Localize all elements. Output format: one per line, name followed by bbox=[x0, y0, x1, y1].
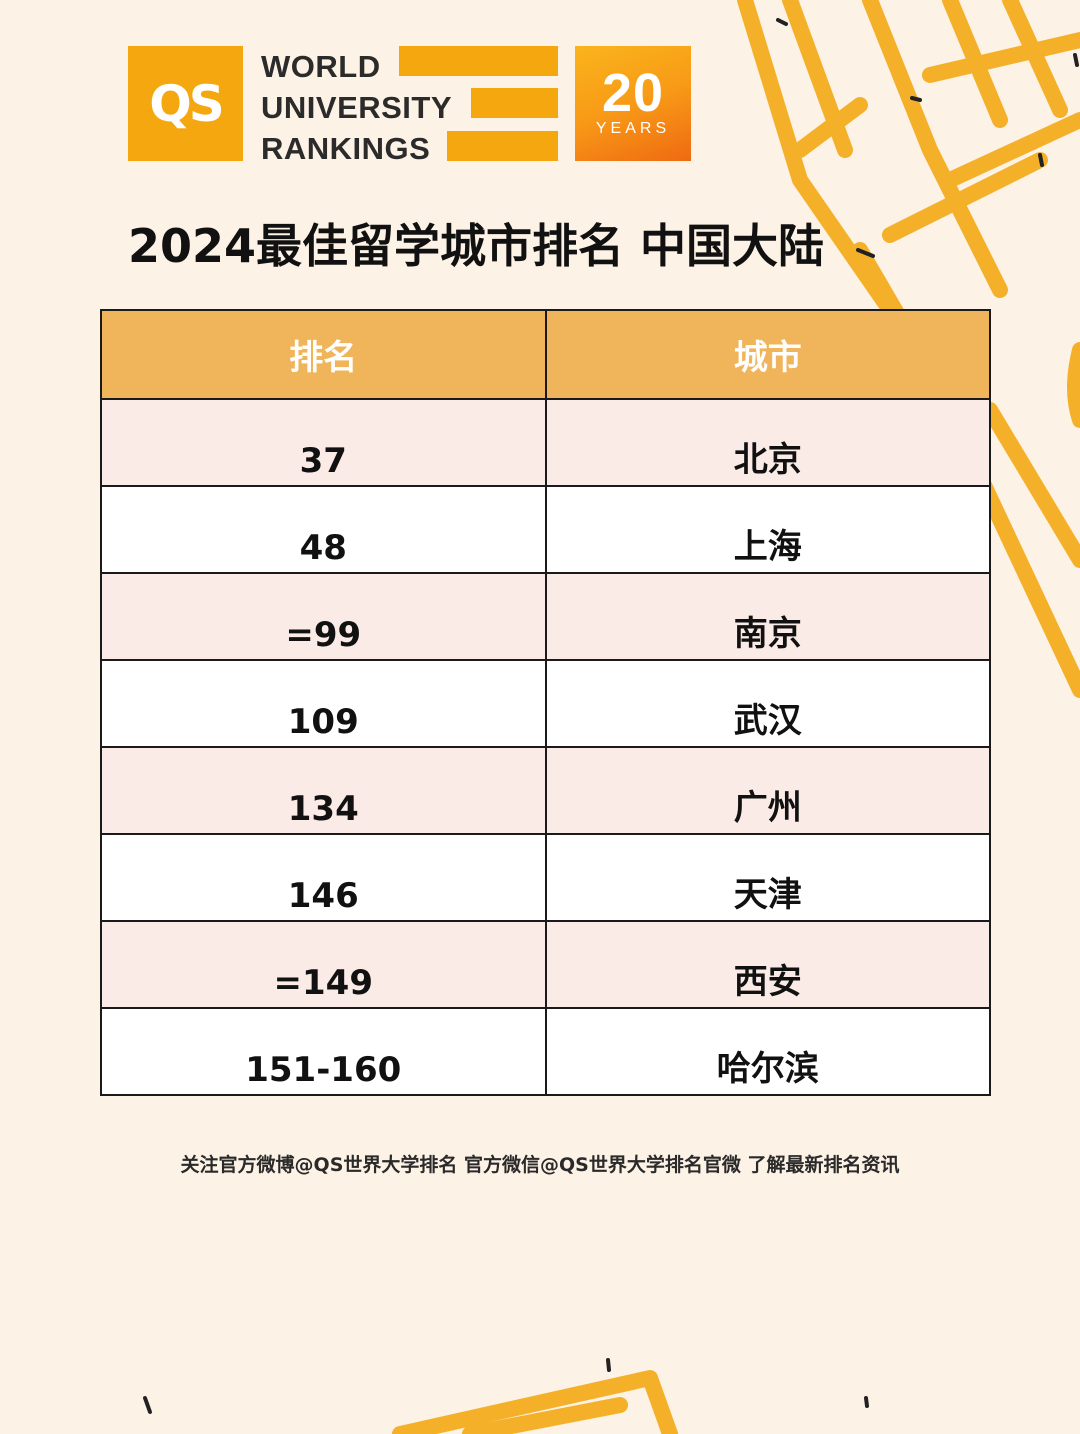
city-cell: 武汉 bbox=[544, 661, 989, 746]
table-row: 151-160 哈尔滨 bbox=[102, 1007, 989, 1094]
years-label: YEARS bbox=[595, 120, 671, 137]
table-row: 109 武汉 bbox=[102, 659, 989, 746]
table-row: 37 北京 bbox=[102, 398, 989, 485]
logo-bar-bottom bbox=[447, 131, 558, 161]
rank-cell: 146 bbox=[102, 835, 545, 920]
header-rank: 排名 bbox=[102, 311, 545, 398]
table-row: 146 天津 bbox=[102, 833, 989, 920]
table-row: 134 广州 bbox=[102, 746, 989, 833]
logo-bar-middle bbox=[471, 88, 558, 118]
city-cell: 上海 bbox=[544, 487, 989, 572]
logo-line-rankings: RANKINGS bbox=[261, 131, 431, 166]
table-row: 48 上海 bbox=[102, 485, 989, 572]
qs-logo-text: QS bbox=[149, 74, 224, 133]
logo-bar-top bbox=[399, 46, 558, 76]
logo-wordmark: WORLD UNIVERSITY RANKINGS bbox=[261, 46, 452, 169]
qs-world-university-rankings-logo: QS WORLD UNIVERSITY RANKINGS 20 YEARS bbox=[128, 46, 691, 166]
table-row: =99 南京 bbox=[102, 572, 989, 659]
twenty-years-badge: 20 YEARS bbox=[575, 46, 691, 161]
rank-cell: 48 bbox=[102, 487, 545, 572]
city-cell: 南京 bbox=[544, 574, 989, 659]
footer-note: 关注官方微博@QS世界大学排名 官方微信@QS世界大学排名官微 了解最新排名资讯 bbox=[180, 1154, 900, 1176]
table-header-row: 排名 城市 bbox=[102, 311, 989, 398]
years-number: 20 bbox=[601, 63, 665, 123]
logo-line-world: WORLD bbox=[261, 49, 381, 84]
city-cell: 哈尔滨 bbox=[544, 1009, 989, 1094]
city-cell: 天津 bbox=[544, 835, 989, 920]
rank-cell: =99 bbox=[102, 574, 545, 659]
rank-cell: =149 bbox=[102, 922, 545, 1007]
rank-cell: 134 bbox=[102, 748, 545, 833]
page-title: 2024最佳留学城市排名 中国大陆 bbox=[128, 219, 825, 273]
rank-cell: 37 bbox=[102, 400, 545, 485]
table-row: =149 西安 bbox=[102, 920, 989, 1007]
ranking-table: 排名 城市 37 北京 48 上海 =99 南京 109 武汉 134 广州 1… bbox=[100, 309, 991, 1096]
city-cell: 广州 bbox=[544, 748, 989, 833]
qs-logo-mark: QS bbox=[128, 46, 243, 161]
rank-cell: 109 bbox=[102, 661, 545, 746]
rank-cell: 151-160 bbox=[102, 1009, 545, 1094]
header-city: 城市 bbox=[544, 311, 989, 398]
city-cell: 北京 bbox=[544, 400, 989, 485]
city-cell: 西安 bbox=[544, 922, 989, 1007]
logo-line-university: UNIVERSITY bbox=[261, 90, 453, 125]
